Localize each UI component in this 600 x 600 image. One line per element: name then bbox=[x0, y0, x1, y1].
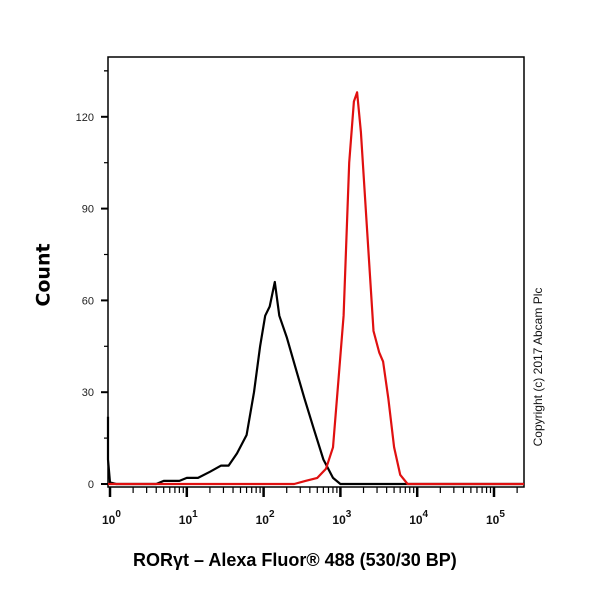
y-axis: 0 30 60 90 120 bbox=[76, 70, 108, 491]
x-tick-label: 100 bbox=[102, 509, 121, 527]
x-axis: 100 101 102 103 104 105 bbox=[102, 487, 518, 527]
x-tick-label: 103 bbox=[332, 509, 351, 527]
y-tick-label: 0 bbox=[88, 479, 94, 491]
x-tick-label: 104 bbox=[409, 509, 428, 527]
histogram-series bbox=[106, 91, 524, 486]
x-tick-label: 105 bbox=[486, 509, 505, 527]
x-axis-label: RORγt – Alexa Fluor® 488 (530/30 BP) bbox=[133, 550, 457, 570]
copyright-notice: Copyright (c) 2017 Abcam Plc bbox=[531, 287, 545, 447]
y-tick-label: 30 bbox=[82, 387, 94, 399]
y-tick-label: 90 bbox=[82, 204, 94, 216]
x-tick-label: 101 bbox=[179, 509, 198, 527]
y-tick-label: 60 bbox=[82, 295, 94, 307]
stained-histogram-line bbox=[108, 91, 524, 486]
y-axis-label: Count bbox=[32, 243, 55, 307]
plot-frame bbox=[107, 56, 525, 488]
x-tick-label: 102 bbox=[256, 509, 275, 527]
control-histogram-line bbox=[106, 280, 524, 486]
y-tick-label: 120 bbox=[76, 112, 94, 124]
